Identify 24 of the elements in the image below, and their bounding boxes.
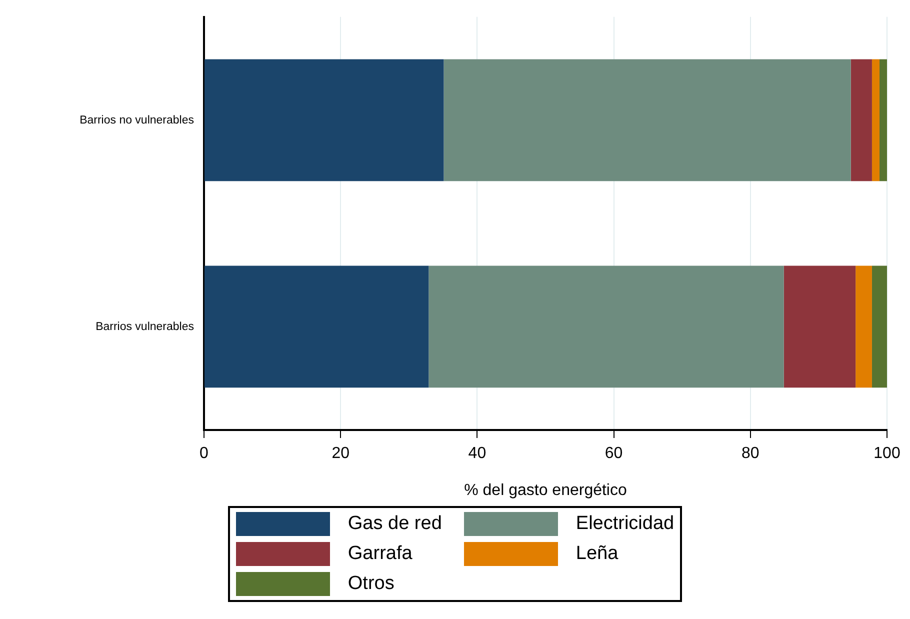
x-tick-label: 100 [874,445,900,462]
bar [204,59,444,182]
x-tick-label: 60 [604,445,623,462]
x-axis-title: % del gasto energético [464,482,627,499]
bar [872,59,880,182]
x-tick-label: 20 [332,445,350,462]
legend-label: Otros [348,573,394,595]
bar [204,266,429,388]
bar [850,59,872,182]
legend-label: Electricidad [576,513,674,535]
bar [856,266,872,388]
y-tick-label: Barrios no vulnerables [80,114,194,126]
bar [428,266,784,388]
x-tick-label: 0 [200,445,209,462]
bar [872,266,887,388]
bar [879,59,887,182]
y-tick-label: Barrios vulnerables [96,320,194,333]
x-tick-label: 40 [468,445,486,462]
legend-label: Leña [576,543,618,565]
legend-label: Gas de red [348,513,442,535]
bar [784,266,856,388]
legend-label: Garrafa [348,543,412,565]
x-tick-label: 80 [742,445,760,462]
bar [444,59,851,182]
